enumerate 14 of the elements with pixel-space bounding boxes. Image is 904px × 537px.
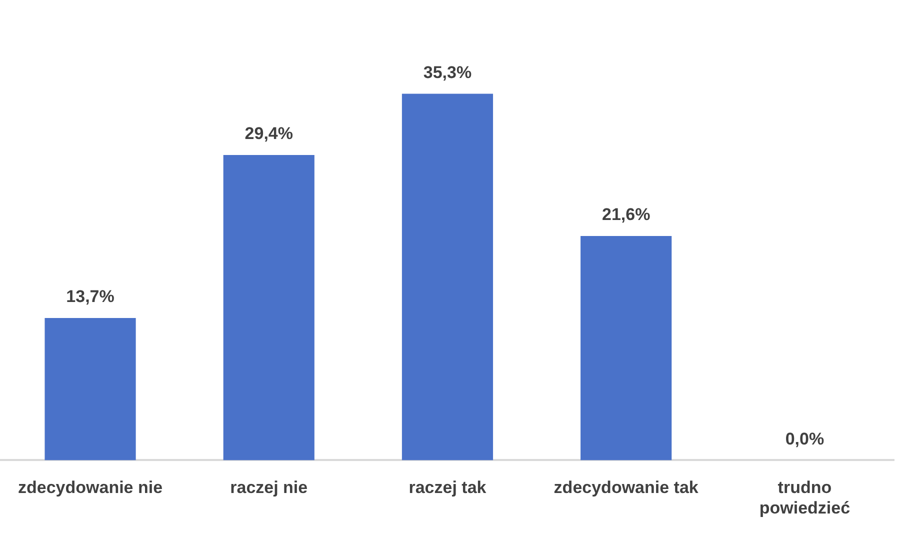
bar — [580, 236, 672, 460]
data-label: 35,3% — [423, 62, 472, 82]
data-label: 29,4% — [244, 124, 293, 144]
bar — [223, 155, 314, 460]
bar — [44, 318, 136, 460]
x-tick-label: raczej nie — [230, 478, 308, 498]
x-tick-label: zdecydowanie nie — [18, 478, 163, 498]
x-tick-label: raczej tak — [408, 478, 487, 498]
x-tick-label: trudno powiedzieć — [759, 478, 850, 518]
bar — [402, 94, 494, 460]
data-label: 13,7% — [66, 287, 114, 306]
data-label: 0,0% — [785, 429, 824, 448]
x-tick-label: zdecydowanie tak — [554, 478, 699, 498]
data-label: 21,6% — [602, 205, 650, 224]
